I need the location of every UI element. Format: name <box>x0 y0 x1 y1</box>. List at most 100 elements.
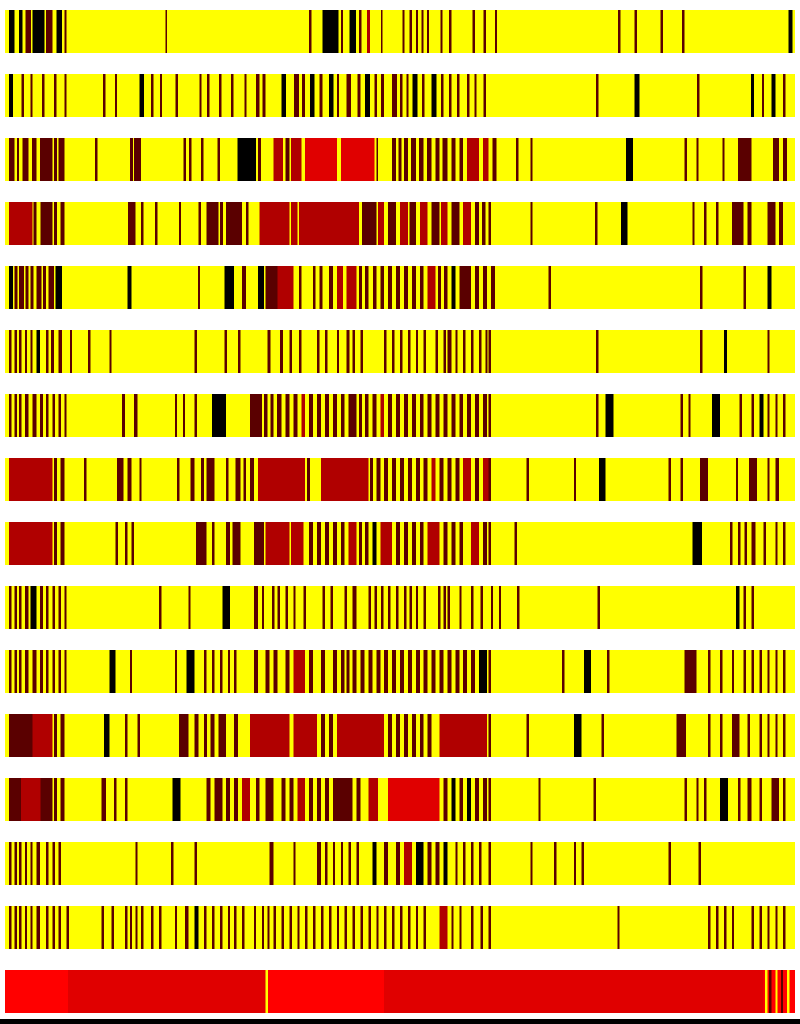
heat-cell <box>137 714 141 757</box>
heat-cell <box>360 330 363 373</box>
heat-cell <box>419 522 424 565</box>
heat-cell <box>700 330 703 373</box>
heat-cell <box>759 714 762 757</box>
heat-cell <box>617 906 620 949</box>
heat-cell <box>400 458 404 501</box>
heat-cell <box>109 330 112 373</box>
heat-cell <box>488 650 491 693</box>
heat-cell <box>8 522 53 565</box>
heat-cell <box>289 778 294 821</box>
heat-cell <box>451 202 460 245</box>
heat-cell <box>751 906 754 949</box>
heat-cell <box>139 74 145 117</box>
heat-cell <box>427 266 436 309</box>
heat-cell <box>475 394 479 437</box>
heat-cell <box>48 266 54 309</box>
heat-cell <box>409 202 416 245</box>
heat-cell <box>332 394 337 437</box>
heat-cell <box>475 458 479 501</box>
heat-cell <box>219 202 224 245</box>
heat-cell <box>492 138 497 181</box>
heat-cell <box>396 586 399 629</box>
heat-cell <box>309 522 314 565</box>
heat-cell <box>767 330 770 373</box>
heat-cell <box>285 586 288 629</box>
heat-cell <box>403 842 412 885</box>
heat-cell <box>242 906 245 949</box>
heat-cell <box>53 714 58 757</box>
heat-cell <box>101 906 104 949</box>
heat-cell <box>129 138 133 181</box>
heat-cell <box>30 586 37 629</box>
heat-cell <box>775 714 778 757</box>
heat-cell <box>52 394 55 437</box>
heat-cell <box>317 394 321 437</box>
heat-cell <box>253 586 258 629</box>
heat-cell <box>8 714 33 757</box>
heat-cell <box>530 842 533 885</box>
heat-cell <box>317 330 320 373</box>
heat-cell <box>234 906 237 949</box>
heat-cell <box>204 650 207 693</box>
heat-cell <box>426 10 430 53</box>
heat-cell <box>267 906 270 949</box>
heat-cell <box>336 266 344 309</box>
heat-cell <box>719 714 723 757</box>
heat-cell <box>530 202 533 245</box>
heat-cell <box>64 586 67 629</box>
heat-cell <box>696 138 699 181</box>
heat-cell <box>447 458 452 501</box>
heat-cell <box>224 330 227 373</box>
heat-cell <box>39 586 43 629</box>
heat-cell <box>381 10 383 53</box>
heat-cell <box>95 138 98 181</box>
heat-cell <box>365 394 369 437</box>
heat-cell <box>58 650 62 693</box>
heat-cell <box>340 138 375 181</box>
heat-cell <box>688 394 691 437</box>
heat-cell <box>58 138 65 181</box>
heat-cell <box>32 394 37 437</box>
heat-cell <box>573 842 577 885</box>
heat-cell <box>759 778 762 821</box>
heat-cell <box>319 74 323 117</box>
heat-cell <box>155 202 158 245</box>
heat-cell <box>443 586 446 629</box>
heat-cell <box>599 458 606 501</box>
heat-cell <box>767 906 770 949</box>
heat-cell <box>763 522 766 565</box>
heat-cell <box>384 330 387 373</box>
heat-cell <box>360 906 363 949</box>
heat-cell <box>601 714 604 757</box>
heat-cell <box>451 778 456 821</box>
heat-cell <box>25 266 29 309</box>
bottom-edge-rule <box>0 1019 800 1024</box>
heat-cell <box>139 458 142 501</box>
heat-cell <box>346 650 350 693</box>
heat-cell <box>708 714 711 757</box>
heat-cell <box>696 778 699 821</box>
heat-cell <box>692 202 695 245</box>
heat-cell <box>680 458 683 501</box>
heat-cell <box>459 522 464 565</box>
heat-cell <box>684 650 697 693</box>
heat-cell <box>374 586 378 629</box>
heat-cell <box>8 394 12 437</box>
heat-cell <box>415 330 419 373</box>
heat-cell <box>222 586 231 629</box>
heat-cell <box>309 10 312 53</box>
heat-cell <box>384 650 389 693</box>
heat-cell <box>309 394 314 437</box>
heat-cell <box>435 394 440 437</box>
heat-cell <box>722 138 725 181</box>
heat-cell <box>467 394 472 437</box>
heat-cell <box>423 458 428 501</box>
heat-cell <box>194 842 197 885</box>
heat-cell <box>196 522 207 565</box>
heat-cell <box>39 650 43 693</box>
heat-cell <box>317 778 321 821</box>
heat-cell <box>217 138 220 181</box>
heat-cell <box>117 458 124 501</box>
heat-cell <box>249 714 290 757</box>
heat-cell <box>174 650 178 693</box>
